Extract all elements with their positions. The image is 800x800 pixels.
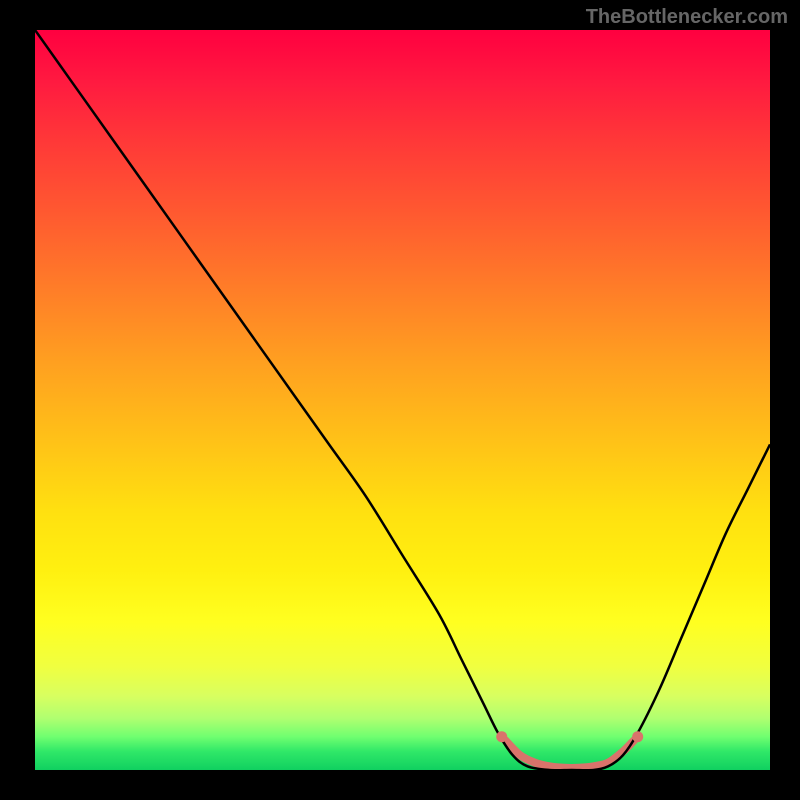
gradient-background	[35, 30, 770, 770]
range-end-dot	[632, 731, 643, 742]
attribution-text: TheBottlenecker.com	[586, 6, 788, 29]
plot-area	[35, 30, 770, 770]
chart-container: TheBottlenecker.com	[0, 0, 800, 800]
plot-svg	[35, 30, 770, 770]
range-end-dot	[496, 731, 507, 742]
